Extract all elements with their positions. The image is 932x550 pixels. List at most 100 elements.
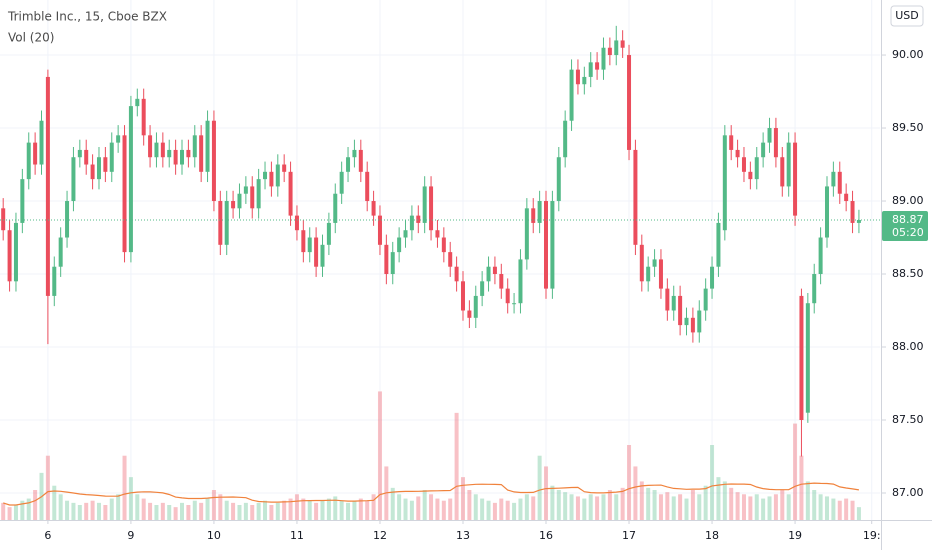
candle-body <box>582 76 587 85</box>
volume-bar <box>186 505 191 520</box>
candle-body <box>77 149 82 158</box>
currency-box[interactable] <box>890 5 924 27</box>
x-tick-label: 17 <box>622 529 636 542</box>
currency[interactable]: USD <box>895 9 919 22</box>
volume-bar <box>595 496 600 520</box>
candle-body <box>729 135 734 150</box>
candle-body <box>403 230 408 238</box>
volume-bar <box>722 481 727 520</box>
candle-body <box>435 230 440 238</box>
candle-body <box>263 171 268 180</box>
candle-body <box>352 149 357 158</box>
candle-body <box>665 288 670 311</box>
y-tick-label: 89.50 <box>892 121 924 134</box>
candle-body <box>52 266 57 296</box>
candle-body <box>397 237 402 253</box>
candle-body <box>205 120 210 172</box>
volume-bar <box>435 498 440 520</box>
candle-body <box>365 171 370 202</box>
candle-body <box>710 266 715 289</box>
volume-bar <box>620 487 625 520</box>
candle-body <box>192 135 197 158</box>
volume-bar <box>243 502 248 520</box>
candle-body <box>518 259 523 304</box>
candle-body <box>595 62 600 70</box>
volume-bar <box>582 498 587 520</box>
candle-body <box>339 171 344 194</box>
volume-bar <box>377 391 382 520</box>
candle-body <box>320 244 325 267</box>
volume-bar <box>390 487 395 520</box>
volume-bar <box>812 490 817 520</box>
volume-bar <box>805 481 810 520</box>
volume-bar <box>850 500 855 520</box>
candle-body <box>697 310 702 333</box>
volume-bar <box>218 494 223 520</box>
candle-body <box>658 259 663 289</box>
volume-bar <box>665 492 670 520</box>
volume-bar <box>116 494 121 520</box>
candle-body <box>384 244 389 275</box>
volume-bar <box>741 494 746 520</box>
volume-bar <box>167 505 172 520</box>
volume-bar <box>65 500 70 520</box>
volume-bar <box>205 498 210 520</box>
volume-bar <box>275 502 280 520</box>
volume-bar <box>339 500 344 520</box>
candle-body <box>256 179 261 209</box>
candle-body <box>160 142 165 158</box>
volume-bar <box>780 490 785 520</box>
volume-bar <box>128 477 133 520</box>
volume-bar <box>429 494 434 520</box>
candle-body <box>422 186 427 223</box>
volume-bar <box>416 496 421 520</box>
volume-label: Vol (20) <box>8 31 54 45</box>
candle-body <box>569 69 574 121</box>
candle-body <box>741 157 746 172</box>
candle-body <box>346 157 351 172</box>
x-tick-label: 6 <box>44 529 51 542</box>
volume-bar <box>601 494 606 520</box>
volume-bar <box>371 494 376 520</box>
candle-body <box>588 62 593 77</box>
axes: 87.00 87.50 88.00 88.50 89.00 89.50 90.00 6 9 10 1… <box>0 48 928 542</box>
volume-bar <box>773 494 778 520</box>
candle-body <box>199 135 204 172</box>
candle-body <box>639 244 644 282</box>
volume-bar <box>90 500 95 520</box>
volume-bar <box>729 487 734 520</box>
candle-body <box>716 222 721 267</box>
candle-body <box>135 98 140 107</box>
volume-bar <box>703 485 708 520</box>
candle-body <box>799 295 804 420</box>
volume-bar <box>1 502 6 520</box>
candle-body <box>314 237 319 267</box>
candle-body <box>850 201 855 223</box>
volume-bar <box>633 466 638 520</box>
candle-body <box>480 281 485 296</box>
volume-bar <box>467 490 472 520</box>
volume-bar <box>58 494 63 520</box>
candle-body <box>633 149 638 245</box>
y-tick-label: 89.00 <box>892 194 924 207</box>
candle-body <box>831 171 836 187</box>
candle-body <box>7 230 12 282</box>
candle-body <box>186 149 191 158</box>
y-tick-label: 88.50 <box>892 267 924 280</box>
candle-body <box>326 222 331 245</box>
candle-body <box>224 201 229 245</box>
candle-body <box>448 252 453 267</box>
volume-bar <box>84 502 89 520</box>
candle-body <box>652 259 657 267</box>
volume-ma <box>3 482 859 506</box>
candle-body <box>531 208 536 223</box>
y-tick-label: 87.50 <box>892 413 924 426</box>
volume-bar <box>109 498 114 520</box>
volume-bar <box>454 412 459 520</box>
x-tick-label: 19: <box>863 529 881 542</box>
volume-bar <box>575 496 580 520</box>
candle-body <box>793 142 798 216</box>
countdown: 05:20 <box>892 226 924 239</box>
volume-bar <box>480 498 485 520</box>
candle-body <box>824 186 829 238</box>
